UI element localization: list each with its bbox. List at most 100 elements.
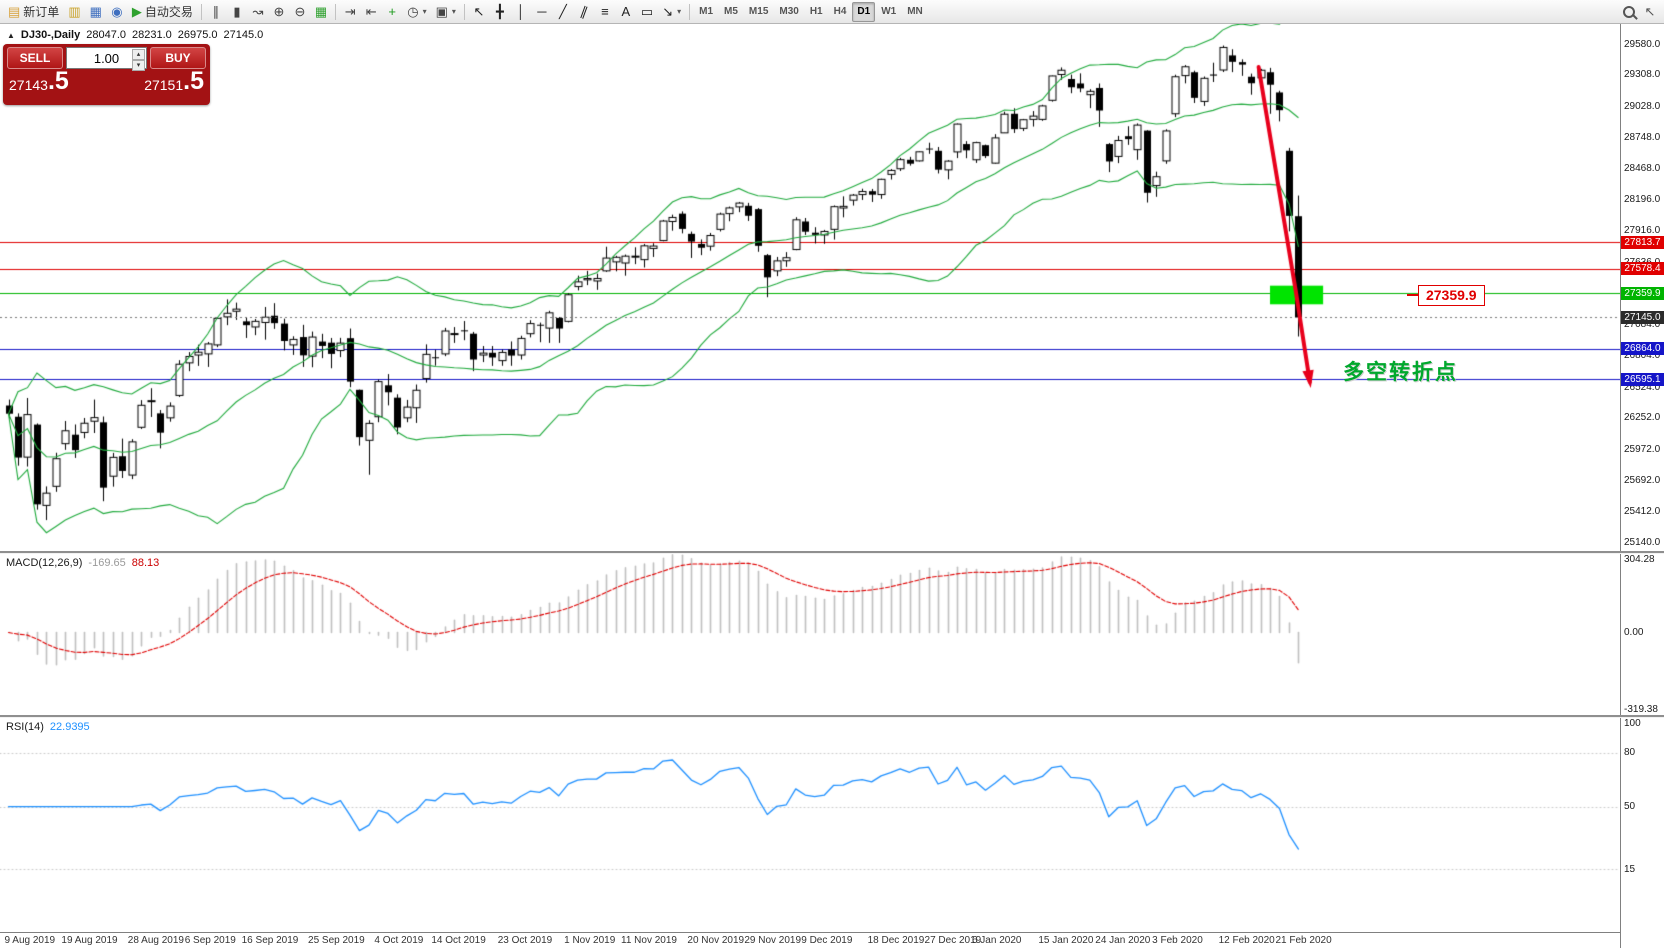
- one-click-trading-panel: SELL 1.00 ▴ ▾ BUY 27143.5 27151.5: [3, 44, 210, 105]
- price-axis[interactable]: 29580.0 29308.0 29028.0 28748.0 28468.0 28196…: [1620, 24, 1664, 948]
- buy-price: 27151.5: [144, 67, 204, 95]
- crosshair-tool-button[interactable]: ╋: [490, 2, 510, 22]
- market-watch-button[interactable]: ▦: [86, 2, 106, 22]
- macd-tick-label: 304.28: [1624, 554, 1655, 565]
- timeframe-button-h4[interactable]: H4: [833, 6, 847, 17]
- arrows-dropdown[interactable]: ↘ ▾: [658, 2, 685, 22]
- zoom-in-button[interactable]: ⊕: [269, 2, 289, 22]
- quote-close: 27145.0: [223, 29, 264, 41]
- bid-price-label: 27145.0: [1621, 310, 1664, 324]
- indicators-icon: +: [388, 4, 397, 19]
- cursor-tool-icon: ↖: [473, 4, 485, 19]
- timeframe-button-m30[interactable]: M30: [779, 6, 799, 17]
- fibonacci-tool-icon: ≡: [601, 4, 609, 19]
- bar-chart-icon: ∥: [212, 4, 220, 19]
- indicators-button[interactable]: +: [382, 2, 402, 22]
- date-tick-label: 27 Dec 2019: [924, 935, 982, 946]
- macd-window-separator[interactable]: [0, 551, 1664, 554]
- bar-chart-button[interactable]: ∥: [206, 2, 226, 22]
- chart-shift-button[interactable]: ⇤: [361, 2, 381, 22]
- line-chart-button[interactable]: ↝: [248, 2, 268, 22]
- volume-up-button[interactable]: ▴: [132, 49, 145, 60]
- volume-input[interactable]: 1.00 ▴ ▾: [66, 47, 147, 71]
- price-tick-label: 27916.0: [1624, 225, 1661, 237]
- trendline-tool-icon: ╱: [558, 4, 567, 19]
- timeframe-button-m15[interactable]: M15: [748, 6, 769, 17]
- quote-open: 28047.0: [86, 29, 126, 41]
- date-tick-label: 28 Aug 2019: [127, 935, 184, 946]
- toolbar: ▤ 新订单 ▥ ▦ ◉ ▶ 自动交易 ∥ ▮ ↝ ⊕ ⊖ ▦ ⇥ ⇤ + ◷ ▾ ▣ ▾ ↖ ╋ │ ─ ╱ ∥ ≡ A ▭ ↘ ▾ M1 M5…: [0, 0, 1664, 24]
- text-tool-button[interactable]: A: [616, 2, 636, 22]
- date-tick-label: 4 Oct 2019: [374, 935, 424, 946]
- price-tick-label: 29028.0: [1624, 100, 1661, 112]
- date-tick-label: 14 Oct 2019: [431, 935, 486, 946]
- price-line-label: 27359.9: [1621, 286, 1664, 300]
- date-tick-label: 18 Dec 2019: [867, 935, 925, 946]
- autotrading-button[interactable]: ▶ 自动交易: [128, 2, 197, 22]
- date-tick-label: 25 Sep 2019: [308, 935, 365, 946]
- date-tick-label: 6 Jan 2020: [971, 935, 1022, 946]
- chart-canvas[interactable]: [0, 24, 1620, 932]
- cursor-tool-button[interactable]: ↖: [469, 2, 489, 22]
- date-tick-label: 6 Sep 2019: [184, 935, 236, 946]
- templates-dropdown[interactable]: ▣ ▾: [432, 2, 460, 22]
- price-line-label: 27813.7: [1621, 235, 1664, 249]
- autotrading-button-label: 自动交易: [144, 5, 193, 19]
- candlestick-chart-button[interactable]: ▮: [227, 2, 247, 22]
- new-order-button[interactable]: ▤ 新订单: [4, 2, 63, 22]
- search-button[interactable]: [1619, 2, 1639, 22]
- toolbar-separator: [335, 3, 337, 20]
- date-tick-label: 24 Jan 2020: [1095, 935, 1151, 946]
- timeframe-button-m1[interactable]: M1: [699, 6, 714, 17]
- date-tick-label: 29 Nov 2019: [744, 935, 802, 946]
- date-axis[interactable]: 9 Aug 2019 19 Aug 2019 28 Aug 2019 6 Sep 20…: [0, 932, 1620, 948]
- date-tick-label: 23 Oct 2019: [497, 935, 553, 946]
- pointer-button[interactable]: ↖: [1640, 2, 1660, 22]
- chart-window-button[interactable]: ▥: [64, 2, 84, 22]
- periods-dropdown[interactable]: ◷ ▾: [403, 2, 430, 22]
- channel-tool-button[interactable]: ∥: [574, 2, 594, 22]
- price-line-label: 26595.1: [1621, 372, 1664, 386]
- zoom-out-button[interactable]: ⊖: [290, 2, 310, 22]
- horizontal-line-tool-button[interactable]: ─: [532, 2, 552, 22]
- toolbar-separator: [463, 3, 465, 20]
- price-line-label: 27578.4: [1621, 262, 1664, 276]
- timeframe-button-d1[interactable]: D1: [852, 1, 876, 22]
- timeframe-button-w1[interactable]: W1: [881, 6, 897, 17]
- timeframe-button-mn[interactable]: MN: [907, 6, 923, 17]
- buy-button[interactable]: BUY: [150, 47, 206, 69]
- tile-windows-button[interactable]: ▦: [311, 2, 331, 22]
- timeframe-button-m5[interactable]: M5: [724, 6, 738, 17]
- rsi-tick-label: 100: [1624, 718, 1641, 729]
- navigator-icon: ◉: [111, 4, 123, 19]
- price-tick-label: 25412.0: [1624, 506, 1661, 518]
- trendline-tool-button[interactable]: ╱: [553, 2, 573, 22]
- caret-down-icon: ▾: [422, 7, 427, 16]
- price-tick-label: 28196.0: [1624, 193, 1661, 205]
- volume-value: 1.00: [93, 50, 120, 66]
- market-watch-icon: ▦: [89, 4, 102, 19]
- timeframe-button-h1[interactable]: H1: [809, 6, 823, 17]
- arrows-icon: ↘: [662, 4, 674, 19]
- date-tick-label: 20 Nov 2019: [687, 935, 745, 946]
- volume-down-button[interactable]: ▾: [132, 60, 145, 71]
- price-line-label: 26864.0: [1621, 342, 1664, 356]
- chart-window-icon: ▥: [68, 4, 81, 19]
- zoom-in-icon: ⊕: [273, 4, 285, 19]
- text-tool-icon: A: [621, 4, 631, 19]
- fibonacci-tool-button[interactable]: ≡: [595, 2, 615, 22]
- date-tick-label: 19 Aug 2019: [61, 935, 118, 946]
- rsi-window-separator[interactable]: [0, 715, 1664, 718]
- vertical-line-tool-button[interactable]: │: [511, 2, 531, 22]
- navigator-button[interactable]: ◉: [107, 2, 127, 22]
- new-order-button-label: 新订单: [23, 5, 60, 19]
- auto-scroll-button[interactable]: ⇥: [340, 2, 360, 22]
- date-tick-label: 1 Nov 2019: [564, 935, 616, 946]
- label-tool-button[interactable]: ▭: [637, 2, 657, 22]
- price-annotation-label: 27359.9: [1417, 285, 1485, 307]
- date-tick-label: 12 Feb 2020: [1218, 935, 1275, 946]
- line-chart-icon: ↝: [252, 4, 264, 19]
- sell-button[interactable]: SELL: [7, 47, 63, 69]
- candlestick-chart-icon: ▮: [233, 4, 241, 19]
